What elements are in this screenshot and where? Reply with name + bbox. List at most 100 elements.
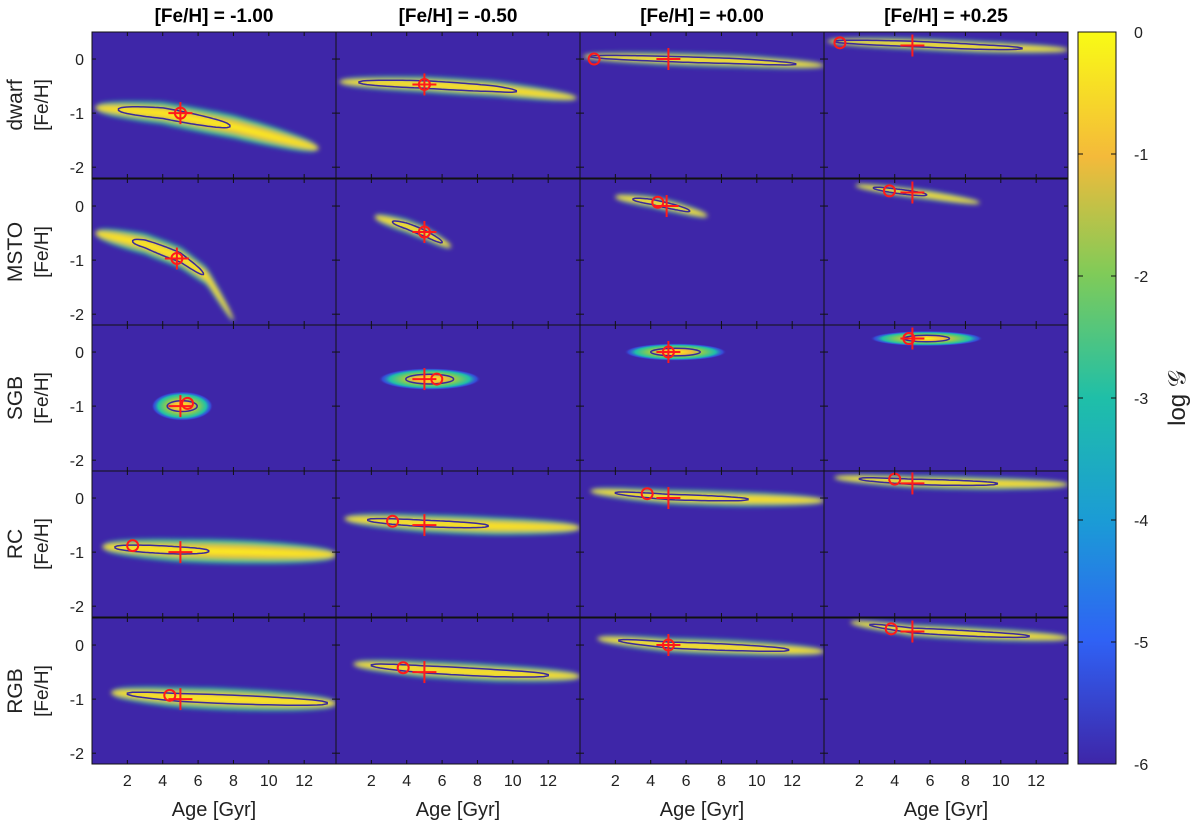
density-band	[95, 232, 234, 320]
row-label: dwarf	[4, 79, 27, 131]
heatmap-panel	[91, 31, 337, 179]
x-tick-label: 8	[229, 773, 238, 790]
x-tick-label: 4	[890, 773, 899, 790]
contour-line	[589, 54, 797, 66]
contour-line	[126, 691, 328, 706]
y-tick-label: -2	[70, 160, 84, 177]
colorbar-tick-label: -2	[1134, 269, 1148, 286]
estimate-circle	[430, 372, 444, 386]
row-label: MSTO	[4, 222, 27, 282]
x-tick-label: 2	[367, 773, 376, 790]
panel-background	[336, 32, 580, 178]
contour-line	[833, 39, 1023, 51]
density-band	[597, 638, 824, 652]
x-tick-label: 2	[611, 773, 620, 790]
panel-background	[824, 471, 1068, 617]
colorbar-label: log 𝒢	[1164, 370, 1191, 426]
density-band	[590, 490, 824, 501]
y-tick-label: 0	[75, 345, 84, 362]
row-label: RGB	[4, 668, 27, 714]
panel-background	[336, 471, 580, 617]
heatmap-panel	[823, 31, 1069, 179]
panel-background	[824, 32, 1068, 178]
density-band	[583, 56, 824, 66]
x-tick-label: 4	[158, 773, 167, 790]
x-tick-label: 10	[748, 773, 766, 790]
y-tick-label: -2	[70, 599, 84, 616]
density-band	[374, 216, 451, 247]
density-band	[850, 622, 1068, 639]
panel-background	[824, 325, 1068, 471]
x-tick-label: 6	[682, 773, 691, 790]
panel-background	[336, 325, 580, 471]
x-tick-label: 12	[783, 773, 801, 790]
estimate-circle	[386, 514, 400, 528]
estimate-circle	[417, 225, 431, 239]
heatmap-panel	[335, 31, 581, 179]
density-band	[827, 41, 1068, 50]
y-tick-label: 0	[75, 638, 84, 655]
heatmap-panel	[335, 324, 581, 472]
y-tick-label: -1	[70, 106, 84, 123]
contour-line	[405, 373, 455, 385]
panel-background	[336, 179, 580, 325]
heatmap-panel	[579, 178, 825, 326]
colorbar-tick-label: -5	[1134, 635, 1148, 652]
y-tick-label: 0	[75, 199, 84, 216]
colorbar-tick-label: 0	[1134, 25, 1143, 42]
row-label: RC	[4, 529, 27, 559]
x-tick-label: 12	[539, 773, 557, 790]
estimate-circle	[173, 106, 187, 120]
panel-background	[824, 179, 1068, 325]
estimate-circle	[884, 622, 898, 636]
x-tick-label: 12	[1027, 773, 1045, 790]
contour-line	[649, 347, 701, 357]
contour-line	[114, 544, 210, 555]
estimate-circle	[902, 332, 916, 346]
y-tick-label: -1	[70, 399, 84, 416]
estimate-circle	[170, 251, 184, 265]
y-tick-label: -2	[70, 746, 84, 763]
estimate-circle	[396, 661, 410, 675]
density-band	[353, 663, 580, 677]
heatmap-panel	[335, 470, 581, 618]
heatmap-panel	[823, 617, 1069, 765]
contour-line	[391, 220, 443, 244]
panel-frame	[823, 617, 1069, 765]
heatmap-panel	[91, 324, 337, 472]
y-tick-label: -1	[70, 253, 84, 270]
x-axis-label: Age [Gyr]	[172, 799, 256, 821]
heatmap-panel	[335, 617, 581, 765]
heatmap-panel	[579, 324, 825, 472]
panel-background	[92, 325, 336, 471]
x-tick-label: 10	[992, 773, 1010, 790]
contour-line	[358, 79, 518, 94]
heatmap-panel	[823, 178, 1069, 326]
contour-line	[367, 517, 489, 529]
heatmap-panel	[91, 617, 337, 765]
estimate-circle	[661, 638, 675, 652]
x-tick-label: 2	[855, 773, 864, 790]
density-band	[339, 80, 577, 99]
x-axis-label: Age [Gyr]	[660, 799, 744, 821]
heatmap-panel	[823, 470, 1069, 618]
x-axis-label: Age [Gyr]	[416, 799, 500, 821]
x-tick-label: 8	[717, 773, 726, 790]
estimate-circle	[651, 195, 665, 209]
column-title: [Fe/H] = -0.50	[399, 6, 518, 27]
panel-frame	[823, 31, 1069, 179]
panel-background	[92, 179, 336, 325]
estimate-circle	[587, 52, 601, 66]
y-tick-label: -2	[70, 453, 84, 470]
density-blob	[869, 330, 984, 347]
y-tick-label: -1	[70, 692, 84, 709]
density-band	[95, 106, 319, 149]
column-title: [Fe/H] = +0.00	[640, 6, 764, 27]
colorbar-tick-label: -3	[1134, 391, 1148, 408]
row-label: SGB	[4, 376, 27, 420]
contour-line	[872, 186, 928, 197]
heatmap-panel	[579, 617, 825, 765]
heatmap-panel	[91, 178, 337, 326]
x-tick-label: 6	[194, 773, 203, 790]
contour-line	[869, 623, 1030, 639]
